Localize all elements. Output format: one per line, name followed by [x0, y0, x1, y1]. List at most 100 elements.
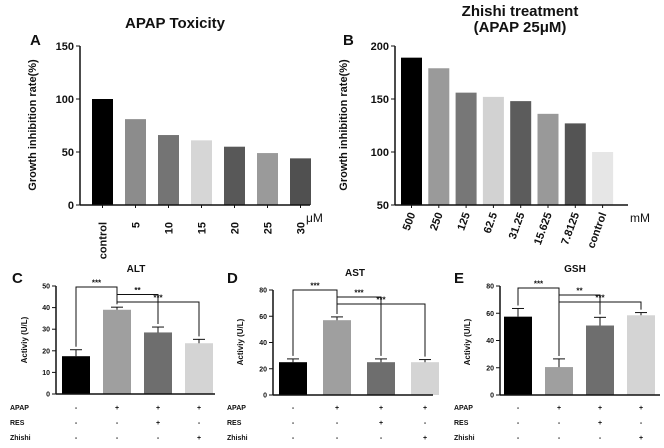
y-tick-label: 20	[259, 366, 267, 373]
x-unit-label: μM	[306, 211, 323, 225]
treatment-mark: -	[116, 420, 119, 427]
treatment-row-label: Zhishi	[227, 435, 248, 442]
y-tick-label: 200	[371, 41, 389, 53]
significance-label: ***	[376, 296, 386, 305]
significance-label: ***	[354, 289, 364, 298]
bar	[428, 68, 450, 205]
significance-label: ***	[153, 294, 163, 303]
bar	[401, 57, 422, 205]
chart-title: Zhishi treatment	[462, 3, 579, 20]
bar	[62, 356, 90, 394]
bar	[191, 140, 212, 205]
treatment-mark: +	[423, 435, 427, 442]
bar	[564, 123, 586, 205]
significance-label: **	[134, 286, 141, 295]
bar	[257, 153, 278, 205]
y-tick-label: 0	[490, 393, 494, 400]
treatment-row-label: APAP	[10, 405, 29, 412]
treatment-mark: +	[197, 435, 201, 442]
y-tick-label: 0	[68, 200, 74, 212]
treatment-mark: +	[379, 405, 383, 412]
treatment-row-label: Zhishi	[10, 435, 31, 442]
panel-letter: B	[343, 32, 354, 49]
y-axis-label: Growth inhibition rate(%)	[27, 59, 39, 191]
y-axis-label: Activiy (U/L)	[463, 318, 472, 365]
treatment-row-label: Zhishi	[454, 435, 475, 442]
treatment-mark: -	[75, 420, 78, 427]
treatment-mark: -	[424, 420, 427, 427]
chart-subtitle: (APAP 25μM)	[474, 19, 567, 36]
bar	[627, 315, 655, 395]
y-tick-label: 0	[46, 392, 50, 399]
treatment-mark: -	[336, 435, 339, 442]
significance-label: ***	[595, 294, 605, 303]
significance-label: ***	[310, 282, 320, 291]
bar	[158, 135, 179, 205]
treatment-mark: +	[598, 420, 602, 427]
treatment-mark: -	[380, 435, 383, 442]
bar	[367, 362, 395, 395]
treatment-mark: -	[198, 420, 201, 427]
bar	[224, 146, 245, 205]
y-tick-label: 150	[56, 41, 74, 53]
significance-label: **	[576, 287, 583, 296]
y-tick-label: 150	[371, 94, 389, 106]
treatment-mark: -	[116, 435, 119, 442]
y-tick-label: 60	[486, 311, 494, 318]
treatment-mark: -	[292, 435, 295, 442]
x-tick-label: control	[585, 211, 609, 250]
y-tick-label: 60	[259, 314, 267, 321]
significance-bracket	[558, 301, 642, 356]
y-axis-label: Activiy (U/L)	[236, 318, 245, 365]
treatment-mark: -	[517, 405, 520, 412]
treatment-mark: -	[517, 435, 520, 442]
significance-bracket	[336, 303, 426, 357]
x-tick-label: 15.625	[532, 211, 555, 247]
x-tick-label: control	[98, 222, 110, 259]
treatment-row-label: APAP	[227, 405, 246, 412]
x-tick-label: 20	[230, 222, 242, 234]
y-tick-label: 0	[263, 393, 267, 400]
panel-letter: C	[12, 270, 23, 287]
treatment-mark: +	[197, 405, 201, 412]
chart-title: AST	[345, 268, 365, 279]
treatment-mark: -	[558, 420, 561, 427]
x-tick-label: 25	[263, 222, 275, 234]
treatment-mark: +	[423, 405, 427, 412]
y-tick-label: 80	[259, 288, 267, 295]
treatment-row-label: RES	[10, 420, 25, 427]
x-tick-label: 31.25	[507, 211, 528, 241]
treatment-row-label: RES	[227, 420, 242, 427]
x-tick-label: 5	[131, 222, 143, 228]
panel-letter: E	[454, 270, 464, 287]
x-tick-label: 10	[164, 222, 176, 234]
panel-a: A APAP Toxicity Growth inhibition rate(%) 0…	[27, 15, 323, 259]
bar	[592, 152, 614, 205]
y-axis-label: Growth inhibition rate(%)	[338, 59, 350, 191]
bar	[92, 99, 113, 205]
panel-letter: A	[30, 32, 41, 49]
treatment-mark: +	[379, 420, 383, 427]
bar	[455, 92, 477, 205]
bar	[510, 101, 532, 205]
chart-title: GSH	[564, 264, 586, 275]
x-tick-label: 7.8125	[559, 211, 582, 247]
y-tick-label: 100	[371, 147, 389, 159]
x-tick-label: 30	[296, 222, 308, 234]
bar	[279, 362, 307, 395]
y-tick-label: 100	[56, 94, 74, 106]
significance-bracket	[116, 301, 200, 337]
chart-title: APAP Toxicity	[125, 15, 226, 32]
y-tick-label: 30	[42, 327, 50, 334]
y-tick-label: 50	[62, 147, 74, 159]
significance-label: ***	[92, 279, 102, 288]
panel-letter: D	[227, 270, 238, 287]
treatment-mark: -	[599, 435, 602, 442]
treatment-mark: +	[156, 420, 160, 427]
y-tick-label: 80	[486, 284, 494, 291]
panel-d: D AST Activiy (U/L) 0 20 40 60 80 *** *** *** APAP -…	[227, 268, 439, 442]
y-tick-label: 10	[42, 370, 50, 377]
